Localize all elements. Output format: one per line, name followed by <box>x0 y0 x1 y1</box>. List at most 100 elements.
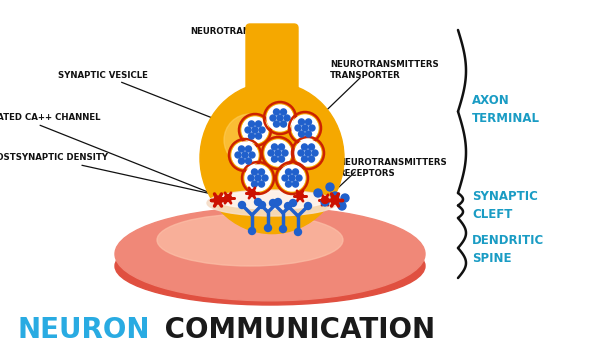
Circle shape <box>254 199 262 205</box>
Circle shape <box>265 140 291 166</box>
Circle shape <box>264 102 296 134</box>
Circle shape <box>268 150 274 156</box>
Circle shape <box>290 200 296 206</box>
Text: NEURON: NEURON <box>17 316 150 344</box>
Circle shape <box>299 131 305 137</box>
Ellipse shape <box>200 83 344 234</box>
Circle shape <box>259 201 265 209</box>
Circle shape <box>242 117 268 143</box>
Circle shape <box>255 175 261 181</box>
Circle shape <box>341 194 349 202</box>
Circle shape <box>239 146 245 152</box>
Circle shape <box>280 225 287 233</box>
Circle shape <box>214 196 222 204</box>
Circle shape <box>312 150 318 156</box>
Circle shape <box>262 137 294 169</box>
Circle shape <box>239 114 271 146</box>
Circle shape <box>293 169 299 175</box>
Circle shape <box>314 189 322 197</box>
Circle shape <box>242 152 248 158</box>
Circle shape <box>224 195 232 201</box>
Circle shape <box>271 156 277 162</box>
Text: NEUROTRANSMITTERS
TRANSPORTER: NEUROTRANSMITTERS TRANSPORTER <box>330 60 439 80</box>
Ellipse shape <box>115 227 425 305</box>
Text: AXON
TERMINAL: AXON TERMINAL <box>472 94 540 126</box>
Circle shape <box>282 175 288 181</box>
Circle shape <box>248 133 254 139</box>
Circle shape <box>270 115 276 121</box>
Circle shape <box>289 112 321 144</box>
Circle shape <box>262 175 268 181</box>
Circle shape <box>305 119 311 125</box>
Circle shape <box>277 115 283 121</box>
Circle shape <box>248 121 254 127</box>
Circle shape <box>239 158 245 164</box>
Circle shape <box>305 150 311 156</box>
Circle shape <box>305 202 311 210</box>
Circle shape <box>251 169 257 175</box>
Circle shape <box>296 192 304 200</box>
Circle shape <box>259 127 265 133</box>
Circle shape <box>338 202 346 210</box>
Circle shape <box>279 165 305 191</box>
Circle shape <box>293 181 299 187</box>
Ellipse shape <box>207 190 337 216</box>
Circle shape <box>326 183 334 191</box>
Text: COMMUNICATION: COMMUNICATION <box>155 316 435 344</box>
Text: POSTSYNAPTIC DENSITY: POSTSYNAPTIC DENSITY <box>0 154 230 198</box>
Circle shape <box>296 175 302 181</box>
FancyBboxPatch shape <box>246 24 298 122</box>
Ellipse shape <box>224 114 276 166</box>
Circle shape <box>292 137 324 169</box>
FancyBboxPatch shape <box>250 90 294 135</box>
Circle shape <box>248 190 256 196</box>
Circle shape <box>298 150 304 156</box>
Ellipse shape <box>217 191 327 209</box>
Circle shape <box>309 125 315 131</box>
Circle shape <box>321 198 329 206</box>
Circle shape <box>282 150 288 156</box>
Circle shape <box>302 125 308 131</box>
Text: SYNAPTIC VESICLE: SYNAPTIC VESICLE <box>58 70 248 132</box>
Circle shape <box>239 201 245 209</box>
Circle shape <box>284 115 290 121</box>
Circle shape <box>295 140 321 166</box>
Circle shape <box>286 181 292 187</box>
Circle shape <box>242 162 274 194</box>
Circle shape <box>245 127 251 133</box>
Circle shape <box>281 121 287 127</box>
Circle shape <box>256 133 262 139</box>
Circle shape <box>249 152 255 158</box>
Circle shape <box>308 156 314 162</box>
Circle shape <box>245 165 271 191</box>
Circle shape <box>289 175 295 181</box>
Text: NEUROTRANSMITTERS
RECEPTORS: NEUROTRANSMITTERS RECEPTORS <box>338 158 447 178</box>
Circle shape <box>331 192 339 200</box>
Circle shape <box>252 127 258 133</box>
Circle shape <box>274 109 280 115</box>
Circle shape <box>276 162 308 194</box>
Circle shape <box>248 228 256 234</box>
Circle shape <box>232 142 258 168</box>
Text: VOLTAGE-GATED CA++ CHANNEL: VOLTAGE-GATED CA++ CHANNEL <box>0 113 218 196</box>
Circle shape <box>281 109 287 115</box>
Circle shape <box>235 152 241 158</box>
Circle shape <box>331 196 339 204</box>
Circle shape <box>302 156 308 162</box>
Circle shape <box>286 169 292 175</box>
Circle shape <box>265 224 271 232</box>
Ellipse shape <box>157 214 343 266</box>
Circle shape <box>267 105 293 131</box>
Circle shape <box>269 200 277 206</box>
Circle shape <box>271 144 277 150</box>
Circle shape <box>275 150 281 156</box>
Circle shape <box>295 228 302 236</box>
Circle shape <box>305 131 311 137</box>
Circle shape <box>308 144 314 150</box>
Circle shape <box>278 144 284 150</box>
Circle shape <box>275 199 281 205</box>
Circle shape <box>229 139 261 171</box>
Circle shape <box>256 121 262 127</box>
Text: SYNAPTIC
CLEFT: SYNAPTIC CLEFT <box>472 191 538 222</box>
Circle shape <box>302 144 308 150</box>
